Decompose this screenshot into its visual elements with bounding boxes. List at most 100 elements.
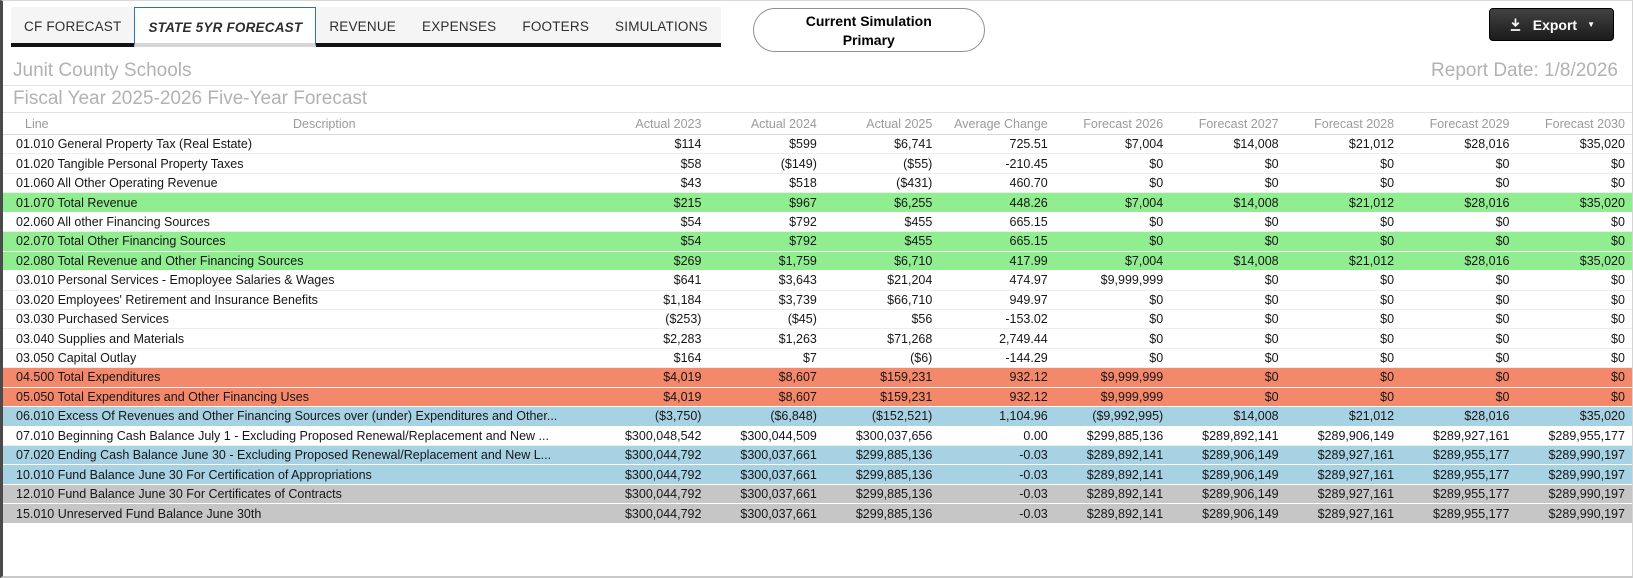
value-cell: $289,927,161 — [1317, 487, 1395, 502]
table-row[interactable]: 07.020 Ending Cash Balance June 30 - Exc… — [3, 446, 1632, 466]
value-cell: -0.03 — [1019, 487, 1048, 502]
table-row[interactable]: 03.020 Employees' Retirement and Insuran… — [3, 290, 1632, 310]
column-header-forecast-2027: Forecast 2027 — [1198, 116, 1279, 131]
row-line-description: 02.060 All other Financing Sources — [16, 214, 210, 229]
table-row[interactable]: 15.010 Unreserved Fund Balance June 30th… — [3, 504, 1632, 524]
value-cell: 665.15 — [1009, 234, 1048, 249]
value-cell: $289,955,177 — [1433, 448, 1510, 463]
table-row[interactable]: 03.050 Capital Outlay $164 $7 ($6) -144.29 $0… — [3, 348, 1632, 369]
tab-footers[interactable]: FOOTERS — [509, 7, 603, 47]
table-row[interactable]: 03.030 Purchased Services ($253) ($45) $56 -… — [3, 309, 1632, 330]
value-cell: $21,204 — [887, 273, 933, 288]
column-header-forecast-2026: Forecast 2026 — [1083, 116, 1164, 131]
current-simulation-value: Primary — [842, 31, 895, 48]
value-cell: 725.51 — [1009, 137, 1048, 152]
value-cell: $300,044,509 — [740, 428, 817, 443]
value-cell: 417.99 — [1009, 253, 1048, 268]
tab-revenue[interactable]: REVENUE — [316, 7, 409, 47]
row-line-description: 03.050 Capital Outlay — [16, 351, 137, 366]
table-row[interactable]: 04.500 Total Expenditures $4,019 $8,607 $15… — [3, 368, 1632, 388]
value-cell: $14,008 — [1233, 409, 1279, 424]
value-cell: $289,955,177 — [1433, 506, 1510, 521]
table-row[interactable]: 01.020 Tangible Personal Property Taxes $… — [3, 154, 1632, 174]
value-cell: $0 — [1495, 351, 1510, 366]
value-cell: $299,885,136 — [855, 506, 933, 521]
value-cell: 0.00 — [1023, 428, 1048, 443]
value-cell: $455 — [904, 214, 933, 229]
value-cell: $9,999,999 — [1100, 389, 1164, 404]
value-cell: ($431) — [896, 176, 933, 191]
value-cell: $1,184 — [663, 292, 702, 307]
value-cell: $14,008 — [1233, 253, 1279, 268]
table-row[interactable]: 07.010 Beginning Cash Balance July 1 - E… — [3, 426, 1632, 446]
table-row[interactable]: 02.080 Total Revenue and Other Financing… — [3, 251, 1632, 272]
value-cell: 665.15 — [1009, 214, 1048, 229]
value-cell: $289,906,149 — [1317, 428, 1395, 443]
value-cell: $43 — [680, 176, 702, 191]
value-cell: $300,037,661 — [740, 506, 817, 521]
value-cell: $289,927,161 — [1317, 448, 1395, 463]
table-header-row: Line Description Actual 2023 Actual 2024 Act… — [3, 113, 1632, 135]
row-line-description: 07.020 Ending Cash Balance June 30 - Exc… — [16, 448, 552, 463]
value-cell: ($6) — [910, 351, 933, 366]
column-header-actual-2024: Actual 2024 — [750, 116, 817, 131]
value-cell: $289,892,141 — [1202, 428, 1279, 443]
value-cell: $792 — [789, 214, 817, 229]
tab-expenses[interactable]: EXPENSES — [409, 7, 510, 47]
tab-cf-forecast[interactable]: CF FORECAST — [11, 7, 135, 47]
tab-bar: CF FORECAST STATE 5YR FORECAST REVENUE EXPE… — [11, 7, 721, 47]
value-cell: $0 — [1264, 176, 1279, 191]
chevron-down-icon: ▼ — [1587, 19, 1595, 29]
table-row[interactable]: 03.010 Personal Services - Emoployee Sal… — [3, 271, 1632, 291]
table-row[interactable]: 02.070 Total Other Financing Sources $54 $… — [3, 232, 1632, 252]
value-cell: $28,016 — [1464, 409, 1510, 424]
value-cell: $0 — [1611, 370, 1625, 385]
value-cell: $0 — [1264, 331, 1279, 346]
tab-simulations[interactable]: SIMULATIONS — [602, 7, 721, 47]
row-line-description: 01.020 Tangible Personal Property Taxes — [16, 156, 244, 171]
value-cell: $1,263 — [778, 331, 817, 346]
export-button[interactable]: Export ▼ — [1488, 8, 1614, 41]
value-cell: $0 — [1495, 331, 1510, 346]
value-cell: $289,906,149 — [1202, 487, 1279, 502]
value-cell: -210.45 — [1005, 156, 1048, 171]
value-cell: 1,104.96 — [999, 409, 1048, 424]
value-cell: $66,710 — [887, 292, 933, 307]
value-cell: $35,020 — [1579, 253, 1625, 268]
value-cell: $289,955,177 — [1433, 467, 1510, 482]
value-cell: $71,268 — [887, 331, 933, 346]
value-cell: $0 — [1611, 234, 1625, 249]
table-row[interactable]: 01.070 Total Revenue $215 $967 $6,255 448.26… — [3, 193, 1632, 213]
table-row[interactable]: 02.060 All other Financing Sources $54 $79… — [3, 212, 1632, 233]
table-row[interactable]: 10.010 Fund Balance June 30 For Certific… — [3, 465, 1632, 485]
value-cell: $0 — [1264, 312, 1279, 327]
value-cell: $455 — [904, 234, 933, 249]
value-cell: ($45) — [787, 312, 817, 327]
value-cell: $0 — [1611, 389, 1625, 404]
tab-state-5yr-forecast[interactable]: STATE 5YR FORECAST — [134, 7, 317, 47]
row-line-description: 06.010 Excess Of Revenues and Other Fina… — [16, 409, 558, 424]
table-row[interactable]: 03.040 Supplies and Materials $2,283 $1,26… — [3, 329, 1632, 349]
value-cell: $289,906,149 — [1202, 506, 1279, 521]
value-cell: $300,037,656 — [855, 428, 933, 443]
table-row[interactable]: 05.050 Total Expenditures and Other Fina… — [3, 387, 1632, 408]
value-cell: ($149) — [780, 156, 817, 171]
value-cell: -0.03 — [1019, 448, 1048, 463]
value-cell: -144.29 — [1005, 351, 1048, 366]
column-header-average-change: Average Change — [954, 116, 1048, 131]
table-row[interactable]: 12.010 Fund Balance June 30 For Certific… — [3, 484, 1632, 505]
row-line-description: 01.070 Total Revenue — [16, 195, 138, 210]
table-row[interactable]: 01.060 All Other Operating Revenue $43 $51… — [3, 173, 1632, 194]
value-cell: $58 — [680, 156, 702, 171]
row-line-description: 12.010 Fund Balance June 30 For Certific… — [16, 487, 342, 502]
value-cell: $54 — [680, 234, 702, 249]
value-cell: $289,955,177 — [1548, 428, 1625, 443]
table-row[interactable]: 06.010 Excess Of Revenues and Other Fina… — [3, 407, 1632, 427]
value-cell: $300,048,542 — [624, 428, 702, 443]
value-cell: $35,020 — [1579, 409, 1625, 424]
value-cell: $0 — [1264, 156, 1279, 171]
value-cell: -0.03 — [1019, 506, 1048, 521]
value-cell: $300,044,792 — [624, 467, 702, 482]
table-row[interactable]: 01.010 General Property Tax (Real Estate… — [3, 135, 1632, 155]
current-simulation-button[interactable]: Current Simulation Primary — [752, 8, 985, 52]
